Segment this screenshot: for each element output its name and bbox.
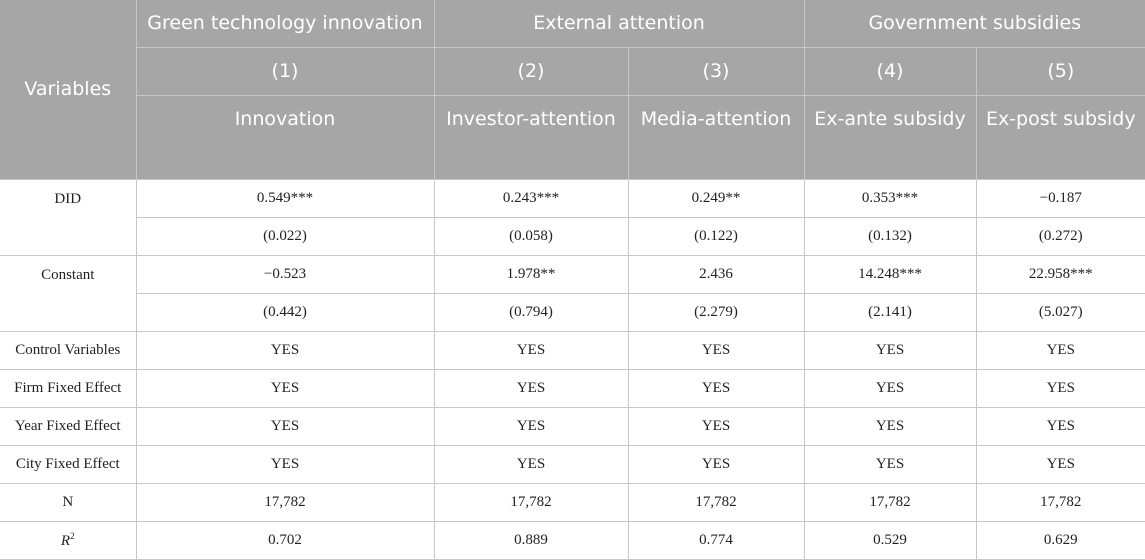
table-cell: (2.279) <box>628 293 805 332</box>
table-cell: 0.353*** <box>804 179 977 218</box>
table-row-did-coef: DID 0.549*** 0.243*** 0.249** 0.353*** −… <box>0 179 1145 256</box>
column-name-innovation: Innovation <box>136 95 435 180</box>
table-header: Variables Green technology innovation Ex… <box>0 0 1145 180</box>
column-name-ex-ante-subsidy: Ex-ante subsidy <box>804 95 977 180</box>
table-cell: YES <box>628 369 805 408</box>
row-label-r-squared: R2 <box>0 521 137 560</box>
table-cell: YES <box>434 331 629 370</box>
table-row-did-se: (0.022) (0.058) (0.122) (0.132) (0.272) <box>0 217 1145 256</box>
table-row-year-fixed-effect: Year Fixed Effect YES YES YES YES YES <box>0 407 1145 446</box>
table-cell: (0.272) <box>976 217 1145 256</box>
table-cell: 17,782 <box>976 483 1145 522</box>
table-cell: YES <box>976 369 1145 408</box>
table-row-constant-se: (0.442) (0.794) (2.279) (2.141) (5.027) <box>0 293 1145 332</box>
table-cell: YES <box>434 407 629 446</box>
table-cell: (2.141) <box>804 293 977 332</box>
row-label-firm-fixed-effect: Firm Fixed Effect <box>0 369 137 408</box>
table-row-firm-fixed-effect: Firm Fixed Effect YES YES YES YES YES <box>0 369 1145 408</box>
table-cell: YES <box>434 369 629 408</box>
column-name-ex-post-subsidy: Ex-post subsidy <box>976 95 1145 180</box>
table-row-constant-coef: Constant −0.523 1.978** 2.436 14.248*** … <box>0 255 1145 332</box>
table-cell: YES <box>434 445 629 484</box>
table-cell: 14.248*** <box>804 255 977 294</box>
table-cell: (0.794) <box>434 293 629 332</box>
r-squared-symbol: R <box>60 533 71 549</box>
row-label-control-variables: Control Variables <box>0 331 137 370</box>
column-name-investor-attention: Investor-attention <box>434 95 629 180</box>
row-label-constant: Constant <box>0 255 137 332</box>
header-row-groups: Variables Green technology innovation Ex… <box>0 0 1145 180</box>
group-header-green-innovation: Green technology innovation <box>136 0 435 48</box>
column-name-media-attention: Media-attention <box>628 95 805 180</box>
table-cell: YES <box>976 445 1145 484</box>
table-cell: YES <box>136 369 435 408</box>
table-body: DID 0.549*** 0.243*** 0.249** 0.353*** −… <box>0 179 1145 560</box>
table-cell: YES <box>976 331 1145 370</box>
table-cell: YES <box>136 331 435 370</box>
table-cell: 2.436 <box>628 255 805 294</box>
table-cell: (0.442) <box>136 293 435 332</box>
table-cell: YES <box>628 331 805 370</box>
column-number-1: (1) <box>136 47 435 96</box>
row-label-city-fixed-effect: City Fixed Effect <box>0 445 137 484</box>
r-squared-superscript: 2 <box>70 531 75 541</box>
table-cell: −0.523 <box>136 255 435 294</box>
row-label-n: N <box>0 483 137 522</box>
header-row-column-names: Innovation Investor-attention Media-atte… <box>0 95 1145 180</box>
table-cell: −0.187 <box>976 179 1145 218</box>
table-cell: 0.702 <box>136 521 435 560</box>
table-cell: 17,782 <box>136 483 435 522</box>
table-cell: 0.889 <box>434 521 629 560</box>
table-cell: YES <box>136 445 435 484</box>
table-cell: YES <box>136 407 435 446</box>
table-cell: 0.243*** <box>434 179 629 218</box>
table-cell: 17,782 <box>628 483 805 522</box>
row-label-year-fixed-effect: Year Fixed Effect <box>0 407 137 446</box>
table-cell: YES <box>804 369 977 408</box>
table-row-control-variables: Control Variables YES YES YES YES YES <box>0 331 1145 370</box>
table-cell: 0.529 <box>804 521 977 560</box>
table-cell: 0.249** <box>628 179 805 218</box>
group-header-government-subsidies: Government subsidies <box>804 0 1145 48</box>
row-label-did: DID <box>0 179 137 256</box>
table-cell: (5.027) <box>976 293 1145 332</box>
table-cell: 0.629 <box>976 521 1145 560</box>
column-number-4: (4) <box>804 47 977 96</box>
variables-header: Variables <box>0 0 137 180</box>
table-row-city-fixed-effect: City Fixed Effect YES YES YES YES YES <box>0 445 1145 484</box>
header-row-column-numbers: (1) (2) (3) (4) (5) <box>0 47 1145 96</box>
table-row-r-squared: R2 0.702 0.889 0.774 0.529 0.629 <box>0 521 1145 560</box>
table-cell: YES <box>628 407 805 446</box>
table-cell: YES <box>804 331 977 370</box>
table-cell: (0.122) <box>628 217 805 256</box>
table-cell: (0.022) <box>136 217 435 256</box>
table-cell: 17,782 <box>434 483 629 522</box>
table-row-n: N 17,782 17,782 17,782 17,782 17,782 <box>0 483 1145 522</box>
column-number-5: (5) <box>976 47 1145 96</box>
table-cell: YES <box>804 407 977 446</box>
table-cell: 17,782 <box>804 483 977 522</box>
table-cell: YES <box>976 407 1145 446</box>
table-cell: (0.058) <box>434 217 629 256</box>
column-number-3: (3) <box>628 47 805 96</box>
table-cell: YES <box>804 445 977 484</box>
table-cell: YES <box>628 445 805 484</box>
table-cell: 0.774 <box>628 521 805 560</box>
table-cell: (0.132) <box>804 217 977 256</box>
table-cell: 1.978** <box>434 255 629 294</box>
column-number-2: (2) <box>434 47 629 96</box>
table-cell: 0.549*** <box>136 179 435 218</box>
table-cell: 22.958*** <box>976 255 1145 294</box>
group-header-external-attention: External attention <box>434 0 805 48</box>
